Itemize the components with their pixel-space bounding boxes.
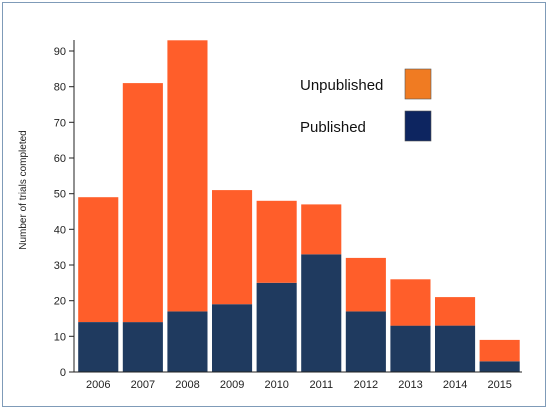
bar-published-2011 [301, 254, 342, 372]
bar-unpublished-2009 [212, 190, 253, 305]
bar-published-2009 [212, 304, 253, 372]
bar-unpublished-2010 [256, 200, 297, 283]
y-tick-label: 20 [54, 296, 66, 308]
bar-unpublished-2008 [167, 40, 208, 312]
x-tick-label: 2014 [443, 379, 467, 391]
bar-published-2013 [390, 325, 431, 372]
y-axis-label: Number of trials completed [18, 130, 29, 250]
y-tick-label: 60 [54, 153, 66, 165]
bar-unpublished-2014 [435, 297, 476, 326]
bar-unpublished-2015 [479, 339, 520, 362]
legend-swatch-published [404, 110, 432, 142]
x-tick-label: 2009 [220, 379, 244, 391]
x-tick-label: 2007 [131, 379, 155, 391]
bar-published-2010 [256, 282, 297, 372]
y-tick-label: 30 [54, 260, 66, 272]
y-tick-label: 0 [60, 367, 66, 379]
y-tick-label: 40 [54, 224, 66, 236]
bar-unpublished-2006 [78, 197, 119, 322]
bar-published-2008 [167, 311, 208, 372]
y-tick-label: 70 [54, 117, 66, 129]
bar-published-2014 [435, 325, 476, 372]
bar-published-2015 [479, 361, 520, 372]
legend-swatch-unpublished [404, 68, 432, 100]
x-tick-label: 2015 [487, 379, 511, 391]
x-tick-label: 2008 [175, 379, 199, 391]
bar-published-2012 [345, 311, 386, 372]
y-tick-label: 90 [54, 46, 66, 58]
legend: Unpublished Published [300, 68, 432, 142]
y-tick-label: 50 [54, 189, 66, 201]
x-tick-label: 2011 [309, 379, 333, 391]
legend-label-unpublished: Unpublished [300, 77, 383, 94]
x-tick-label: 2006 [86, 379, 110, 391]
axes-group: 2006 2007 2008 2009 2010 2011 2012 2013 2014 2015… [54, 40, 522, 391]
bar-unpublished-2011 [301, 204, 342, 255]
bar-published-2006 [78, 322, 119, 372]
x-tick-label: 2012 [354, 379, 378, 391]
y-tick-label: 10 [54, 331, 66, 343]
bars-group [78, 40, 520, 372]
x-tick-label: 2010 [264, 379, 288, 391]
bar-published-2007 [122, 322, 163, 372]
legend-label-published: Published [300, 119, 366, 136]
y-tick-label: 80 [54, 82, 66, 94]
bar-unpublished-2013 [390, 279, 431, 326]
x-tick-label: 2013 [398, 379, 422, 391]
bar-unpublished-2007 [122, 83, 163, 323]
bar-unpublished-2012 [345, 257, 386, 312]
